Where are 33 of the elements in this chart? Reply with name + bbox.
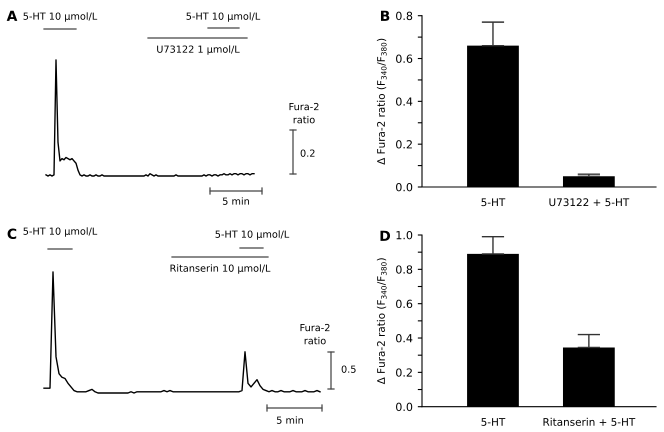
annotation: Fura-2 ratio xyxy=(300,324,330,344)
y-tick-label: 0.2 xyxy=(396,140,412,149)
text: 5-HT 10 μmol/L xyxy=(24,227,98,237)
x-tick-label: 5-HT xyxy=(481,418,506,426)
y-tick-label: 0.4 xyxy=(396,334,412,342)
text: 0.5 xyxy=(342,365,356,373)
text: Fura-2 ratio xyxy=(290,102,318,124)
y-tick-label: 0.8 xyxy=(396,265,412,274)
text: 5-HT 10 μmol/L xyxy=(186,12,260,22)
chart-title: D xyxy=(380,230,390,241)
y-tick-label: 0.6 xyxy=(396,300,412,308)
y-axis-title: Δ Fura-2 ratio (F$_{340}$/F$_{380}$) xyxy=(376,38,387,165)
annotation: Ritanserin 10 μmol/L xyxy=(170,264,270,274)
y-tick-label: 1.0 xyxy=(396,230,412,240)
y-tick-label: 0.0 xyxy=(396,402,412,412)
chart-title: C xyxy=(8,228,16,240)
text: U73122 1 μmol/L xyxy=(157,45,240,55)
x-tick-label: 5-HT xyxy=(481,198,506,206)
y-tick-label: 0.4 xyxy=(396,97,412,106)
y-tick-label: 0.2 xyxy=(396,368,412,377)
text: 5 min xyxy=(276,416,303,424)
text: 5-HT 10 μmol/L xyxy=(24,12,98,22)
chart-title: A xyxy=(6,10,18,21)
y-tick-label: 0.0 xyxy=(396,182,412,192)
y-tick-label: 0.8 xyxy=(396,12,412,20)
y-tick-label: 0.6 xyxy=(396,54,412,63)
text: 5 min xyxy=(222,197,249,205)
text: 5-HT 10 μmol/L xyxy=(216,230,290,240)
x-tick-label: Ritanserin + 5-HT xyxy=(544,418,636,426)
chart-title: B xyxy=(380,10,390,21)
x-tick-label: U73122 + 5-HT xyxy=(549,198,630,206)
y-axis-title: Δ Fura-2 ratio (F$_{340}$/F$_{380}$) xyxy=(376,258,387,384)
text: 0.2 xyxy=(300,149,314,157)
